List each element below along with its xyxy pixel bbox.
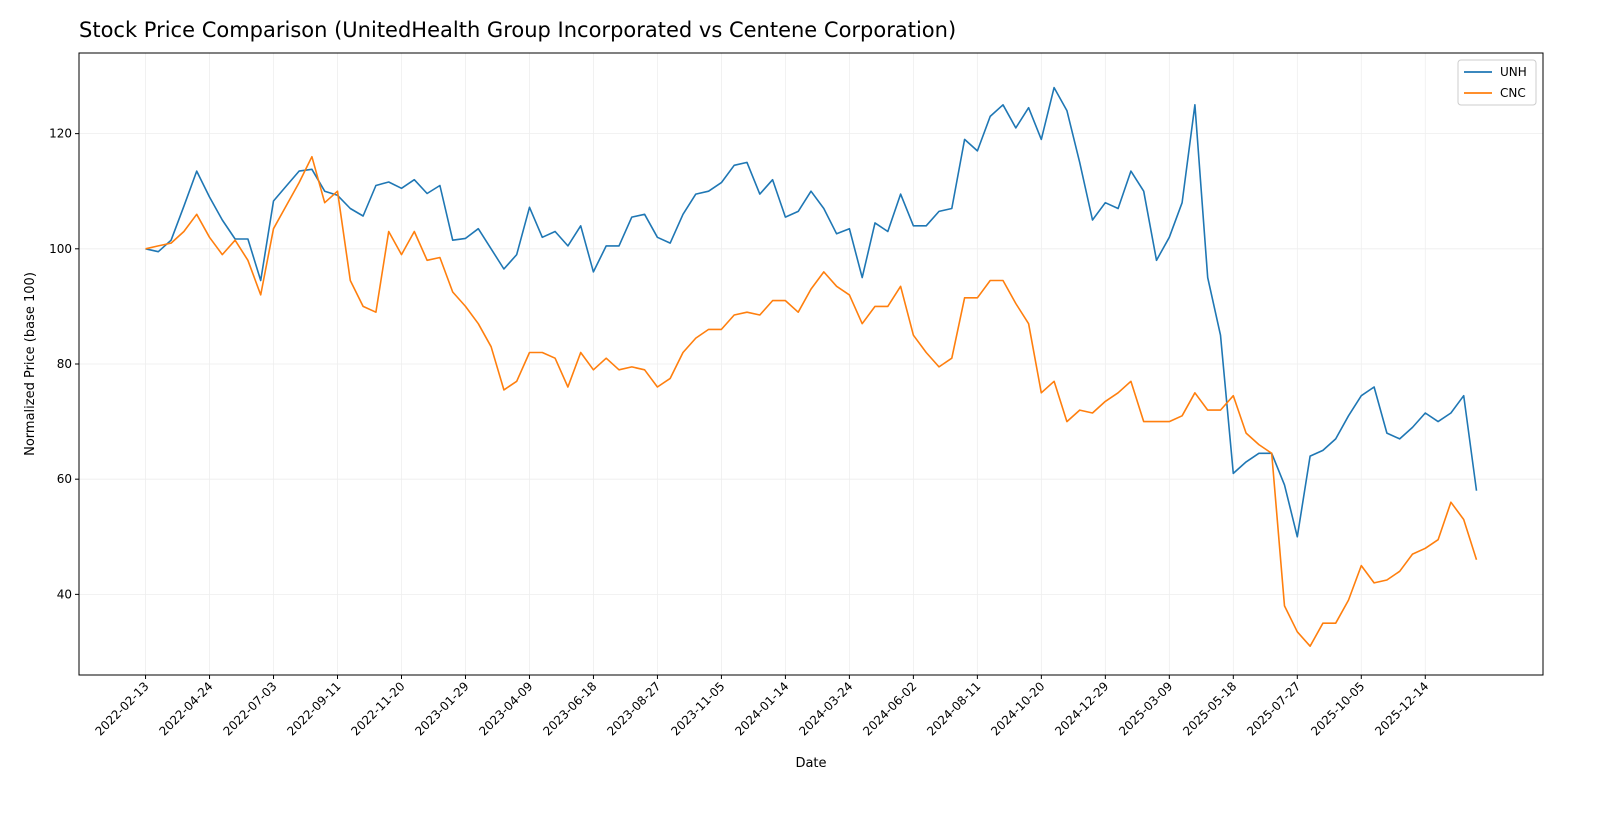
x-axis-ticks: 2022-02-13 2022-04-24 2022-07-03 2022-09-11… [92, 675, 1431, 738]
x-tick-label: 2022-11-20 [348, 679, 407, 738]
y-tick-label: 40 [57, 587, 72, 601]
x-tick-label: 2022-04-24 [156, 679, 215, 738]
x-axis-label: Date [795, 756, 826, 771]
x-tick-label: 2025-07-27 [1244, 679, 1303, 738]
x-tick-label: 2024-08-11 [924, 679, 983, 738]
series-line-unh [145, 86, 1478, 538]
x-tick-label: 2023-04-09 [476, 679, 535, 738]
x-tick-label: 2022-09-11 [284, 679, 343, 738]
y-tick-label: 80 [57, 357, 72, 371]
x-tick-label: 2025-05-18 [1180, 679, 1239, 738]
y-tick-label: 100 [49, 242, 72, 256]
x-tick-label: 2022-02-13 [92, 679, 151, 738]
legend-label-unh: UNH [1500, 65, 1527, 79]
x-tick-label: 2023-11-05 [668, 679, 727, 738]
x-tick-label: 2023-08-27 [604, 679, 663, 738]
y-axis-ticks: 40 60 80 100 120 [49, 127, 79, 601]
x-tick-label: 2023-01-29 [412, 679, 471, 738]
legend: UNH CNC [1457, 59, 1537, 106]
series-line-cnc [145, 155, 1478, 647]
x-tick-label: 2024-12-29 [1052, 679, 1111, 738]
series-lines [145, 86, 1478, 647]
x-tick-label: 2024-10-20 [988, 679, 1047, 738]
x-tick-label: 2025-10-05 [1308, 679, 1367, 738]
y-tick-label: 120 [49, 127, 72, 141]
x-tick-label: 2025-03-09 [1116, 679, 1175, 738]
x-tick-label: 2025-12-14 [1372, 679, 1431, 738]
y-tick-label: 60 [57, 472, 72, 486]
x-tick-label: 2024-03-24 [796, 679, 855, 738]
chart-title: Stock Price Comparison (UnitedHealth Gro… [79, 18, 957, 42]
x-tick-label: 2023-06-18 [540, 679, 599, 738]
x-tick-label: 2022-07-03 [220, 679, 279, 738]
grid [79, 53, 1543, 675]
legend-label-cnc: CNC [1500, 86, 1526, 100]
x-tick-label: 2024-06-02 [860, 679, 919, 738]
y-axis-label: Normalized Price (base 100) [23, 272, 38, 456]
x-tick-label: 2024-01-14 [732, 679, 791, 738]
